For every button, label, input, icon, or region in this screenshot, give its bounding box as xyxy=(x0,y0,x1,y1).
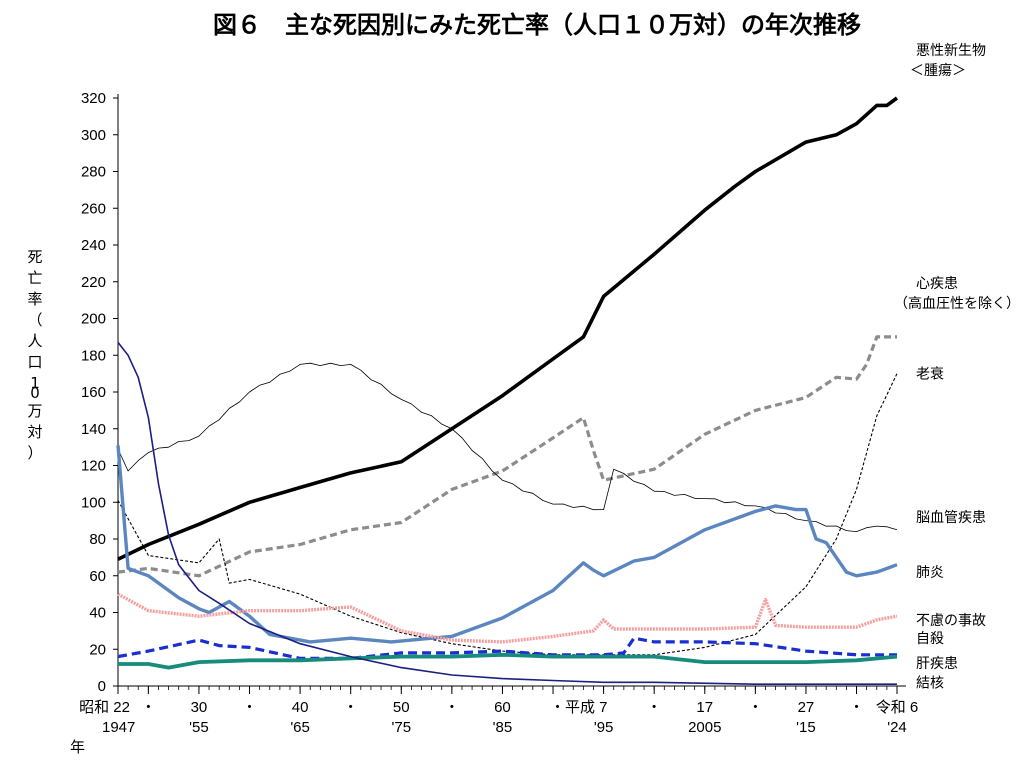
y-axis-label: 死亡率 （ 人口 10万対 ） xyxy=(27,248,42,462)
series-label: 心疾患 xyxy=(916,276,958,292)
y-tick-label: 240 xyxy=(81,237,106,254)
series-line xyxy=(117,592,898,644)
x-tick-label-era: ・ xyxy=(849,699,864,716)
x-tick-label-era: ・ xyxy=(141,699,156,716)
x-tick-label-year: 1947 xyxy=(102,719,135,736)
series-label: 肝疾患 xyxy=(916,656,958,672)
series-label: ＜腫瘍＞ xyxy=(910,62,966,79)
series-line xyxy=(117,373,898,656)
y-tick-label: 320 xyxy=(81,90,106,107)
y-axis-label-char: 率 xyxy=(27,290,42,308)
x-axis-label: 年 xyxy=(70,738,85,756)
series-label: （高血圧性を除く） xyxy=(894,295,1020,312)
y-axis-label-char: ） xyxy=(27,444,42,462)
x-tick-label-year: 2005 xyxy=(688,719,721,736)
x-tick-label-era: 令和 6 xyxy=(876,699,919,716)
y-axis-label-char: 0 xyxy=(30,384,40,402)
series-label: 老衰 xyxy=(916,366,944,383)
y-axis-label-char: 人 xyxy=(27,332,42,350)
x-tick-label-era: 27 xyxy=(798,699,815,716)
x-tick-label-year: '65 xyxy=(290,719,310,736)
series-line xyxy=(118,652,898,670)
series-line xyxy=(117,341,897,685)
y-tick-label: 120 xyxy=(81,458,106,475)
y-tick-label: 220 xyxy=(81,274,106,291)
y-tick-label: 40 xyxy=(89,605,106,622)
y-axis-label-char: 万 xyxy=(27,402,42,420)
series-label: 結核 xyxy=(916,675,944,691)
x-tick-label-year: '95 xyxy=(594,719,614,736)
series-label: 悪性新生物 xyxy=(916,43,986,59)
y-tick-label: 100 xyxy=(81,494,106,511)
x-tick-label-year: '85 xyxy=(493,719,513,736)
series-label: 自殺 xyxy=(916,631,944,647)
y-tick-label: 200 xyxy=(81,311,106,328)
x-tick-label-era: ・ xyxy=(748,699,763,716)
y-tick-label: 260 xyxy=(81,200,106,217)
y-tick-label: 60 xyxy=(89,568,106,585)
x-tick-label-era: ・ xyxy=(647,699,662,716)
x-tick-label-year: '55 xyxy=(189,719,209,736)
series-label: 不慮の事故 xyxy=(916,613,986,629)
y-axis-label-char: 口 xyxy=(27,353,42,371)
x-tick-label-era: 昭和 22 xyxy=(79,699,130,716)
y-axis-label-char: 死 xyxy=(27,248,42,266)
x-tick-label-era: ・ xyxy=(444,699,459,716)
y-tick-label: 140 xyxy=(81,421,106,438)
x-tick-label-year: '24 xyxy=(887,719,907,736)
series-labels: 悪性新生物 ＜腫瘍＞ 心疾患 （高血圧性を除く） 老衰脳血管疾患肺炎不慮の事故自殺肝疾患… xyxy=(894,43,1020,691)
y-tick-label: 280 xyxy=(81,164,106,181)
series-line xyxy=(117,636,897,660)
x-tick-label-year: '15 xyxy=(796,719,816,736)
series-label: 脳血管疾患 xyxy=(916,510,986,526)
y-tick-label: 80 xyxy=(89,531,106,548)
y-tick-label: 180 xyxy=(81,347,106,364)
series-lines xyxy=(116,96,899,685)
x-tick-label-era: 50 xyxy=(393,699,410,716)
y-tick-label: 20 xyxy=(89,641,106,658)
x-tick-label-era: 60 xyxy=(494,699,511,716)
y-tick-label: 160 xyxy=(81,384,106,401)
y-axis-label-char: 対 xyxy=(27,423,42,441)
axis-ticks: 0 20 40 60 80 100 120 140 160 180 200 220 240 260 280 3… xyxy=(79,90,918,736)
series-line xyxy=(117,96,899,561)
y-axis-label-char: 亡 xyxy=(27,269,42,287)
chart-title: 図６ 主な死因別にみた死亡率（人口１０万対）の年次推移 xyxy=(213,11,861,39)
y-axis-label-char: （ xyxy=(27,311,42,329)
series-label: 肺炎 xyxy=(916,565,944,581)
y-tick-label: 300 xyxy=(81,127,106,144)
x-tick-label-era: 30 xyxy=(191,699,208,716)
x-tick-label-era: 40 xyxy=(292,699,309,716)
series-line xyxy=(116,445,898,644)
x-tick-label-era: ・平成 7 xyxy=(550,699,608,716)
x-tick-label-year: '75 xyxy=(391,719,411,736)
y-axis-label-char: 1 xyxy=(30,374,40,392)
series-line xyxy=(117,335,897,578)
x-tick-label-era: ・ xyxy=(242,699,257,716)
x-tick-label-era: ・ xyxy=(343,699,358,716)
y-tick-label: 0 xyxy=(98,678,106,695)
x-tick-label-era: 17 xyxy=(696,699,713,716)
